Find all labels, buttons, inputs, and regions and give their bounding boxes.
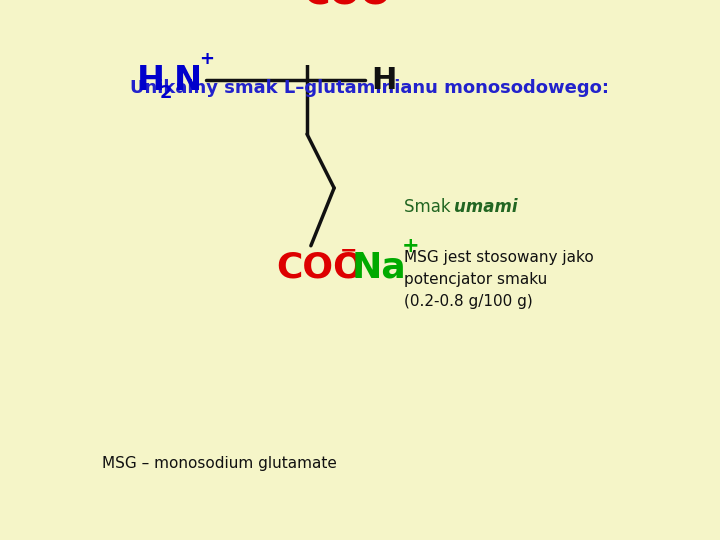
Text: MSG jest stosowany jako
potencjator smaku
(0.2-0.8 g/100 g): MSG jest stosowany jako potencjator smak… <box>404 249 593 309</box>
Text: umami: umami <box>454 198 518 216</box>
Text: Unikalny smak L–glutaminianu monosodowego:: Unikalny smak L–glutaminianu monosodoweg… <box>130 79 608 97</box>
Text: H: H <box>137 64 164 97</box>
Text: 2: 2 <box>160 84 172 102</box>
Text: COO: COO <box>276 251 364 284</box>
Text: H: H <box>372 66 397 94</box>
Text: N: N <box>174 64 202 97</box>
Text: −: − <box>340 240 357 260</box>
Text: MSG – monosodium glutamate: MSG – monosodium glutamate <box>102 456 336 471</box>
Text: +: + <box>199 50 215 68</box>
Text: Na: Na <box>352 251 407 284</box>
Text: Smak: Smak <box>404 198 456 216</box>
Text: COO: COO <box>303 0 391 11</box>
Text: +: + <box>402 236 419 256</box>
